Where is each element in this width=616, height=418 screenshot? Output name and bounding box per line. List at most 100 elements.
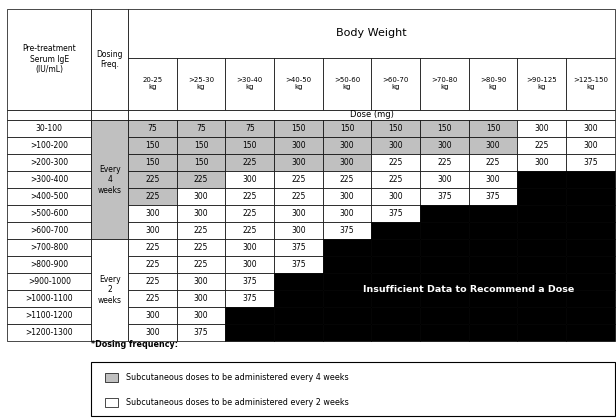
Bar (105, 373, 118, 382)
Bar (7, 239, 91, 256)
Text: 300: 300 (194, 294, 208, 303)
Bar (323, 307, 371, 324)
Bar (566, 120, 615, 138)
Bar (517, 154, 566, 171)
Text: 30-100: 30-100 (36, 125, 63, 133)
Text: 150: 150 (486, 125, 500, 133)
Text: 300: 300 (291, 226, 306, 235)
Bar (128, 290, 177, 307)
Text: >1200-1300: >1200-1300 (25, 328, 73, 336)
Text: 300: 300 (389, 141, 403, 150)
Text: 225: 225 (535, 141, 549, 150)
Text: >80-90
kg: >80-90 kg (480, 77, 506, 90)
Bar (323, 290, 371, 307)
Bar (128, 205, 177, 222)
Bar (517, 273, 566, 290)
Bar (469, 188, 517, 205)
Bar (517, 239, 566, 256)
Text: 300: 300 (340, 141, 354, 150)
Bar (566, 307, 615, 324)
Bar (371, 188, 420, 205)
Bar (105, 398, 118, 407)
Bar (469, 324, 517, 341)
Text: 75: 75 (245, 125, 254, 133)
Bar (225, 324, 274, 341)
Bar (323, 256, 371, 273)
Bar (128, 171, 177, 188)
Bar (177, 222, 225, 239)
Bar (323, 324, 371, 341)
Text: 300: 300 (194, 277, 208, 286)
Bar (420, 188, 469, 205)
Bar (323, 239, 371, 256)
Bar (177, 58, 225, 110)
Text: 150: 150 (145, 141, 160, 150)
Text: 300: 300 (340, 209, 354, 218)
Bar (323, 154, 371, 171)
Bar (323, 188, 371, 205)
Bar (274, 324, 323, 341)
Text: 300: 300 (243, 175, 257, 184)
Bar (91, 9, 128, 110)
Text: 300: 300 (194, 311, 208, 320)
Bar (371, 239, 420, 256)
Text: 300: 300 (291, 158, 306, 167)
Bar (566, 256, 615, 273)
Bar (566, 188, 615, 205)
Text: >70-80
kg: >70-80 kg (431, 77, 458, 90)
Bar (225, 307, 274, 324)
Text: 300: 300 (145, 328, 160, 336)
Text: 375: 375 (389, 209, 403, 218)
Bar (420, 324, 469, 341)
Bar (420, 138, 469, 154)
Bar (469, 256, 517, 273)
Bar (274, 256, 323, 273)
Bar (420, 307, 469, 324)
Bar (274, 205, 323, 222)
Bar (225, 154, 274, 171)
Bar (371, 205, 420, 222)
Text: >200-300: >200-300 (30, 158, 68, 167)
Text: 300: 300 (535, 125, 549, 133)
Text: 225: 225 (243, 158, 257, 167)
Bar (371, 138, 420, 154)
Bar (225, 58, 274, 110)
Text: >300-400: >300-400 (30, 175, 68, 184)
Bar (469, 171, 517, 188)
Bar (91, 239, 128, 341)
Text: 75: 75 (148, 125, 157, 133)
Text: >900-1000: >900-1000 (28, 277, 71, 286)
Bar (225, 222, 274, 239)
Bar (517, 222, 566, 239)
Text: 150: 150 (194, 141, 208, 150)
Text: Every
4
weeks: Every 4 weeks (98, 165, 121, 195)
Bar (566, 290, 615, 307)
Text: 150: 150 (145, 158, 160, 167)
Text: 300: 300 (291, 209, 306, 218)
Text: 225: 225 (486, 158, 500, 167)
Bar (7, 120, 91, 138)
Text: >500-600: >500-600 (30, 209, 68, 218)
Bar (469, 205, 517, 222)
Text: 225: 225 (145, 192, 160, 201)
Bar (420, 273, 469, 290)
Bar (469, 307, 517, 324)
Bar (371, 222, 420, 239)
Text: 150: 150 (389, 125, 403, 133)
Bar (128, 58, 177, 110)
Bar (91, 120, 128, 239)
Text: >30-40
kg: >30-40 kg (237, 77, 263, 90)
Text: 375: 375 (437, 192, 452, 201)
Text: 225: 225 (145, 260, 160, 269)
Bar (517, 324, 566, 341)
Text: >90-125
kg: >90-125 kg (527, 77, 557, 90)
Text: 300: 300 (194, 209, 208, 218)
Text: >800-900: >800-900 (30, 260, 68, 269)
Bar (566, 58, 615, 110)
Text: >1100-1200: >1100-1200 (25, 311, 73, 320)
Bar (177, 307, 225, 324)
Bar (7, 256, 91, 273)
Bar (566, 154, 615, 171)
Bar (420, 256, 469, 273)
Text: Subcutaneous doses to be administered every 2 weeks: Subcutaneous doses to be administered ev… (126, 398, 349, 407)
